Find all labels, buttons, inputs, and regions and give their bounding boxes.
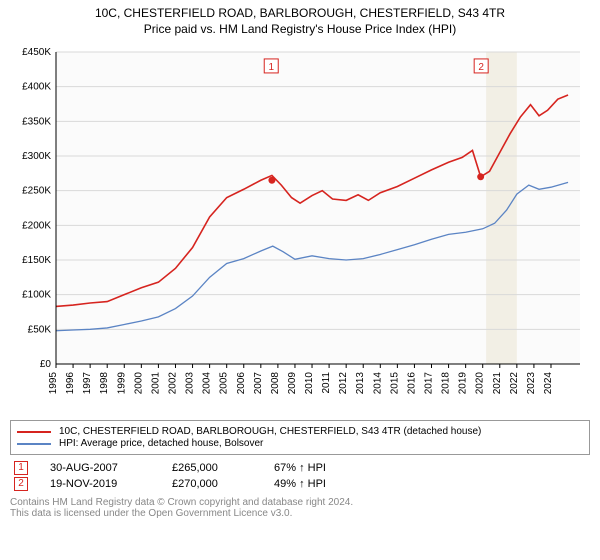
svg-text:2021: 2021 [492, 372, 503, 395]
svg-text:£150K: £150K [22, 255, 51, 266]
legend-row: 10C, CHESTERFIELD ROAD, BARLBOROUGH, CHE… [17, 426, 583, 437]
footer-line: This data is licensed under the Open Gov… [10, 508, 590, 519]
title-sub: Price paid vs. HM Land Registry's House … [10, 22, 590, 36]
title-main: 10C, CHESTERFIELD ROAD, BARLBOROUGH, CHE… [10, 6, 590, 20]
svg-text:2024: 2024 [543, 372, 554, 395]
chart-svg: £0 £50K £100K £150K £200K £250K £300K £350K £400… [10, 42, 590, 412]
svg-text:2023: 2023 [526, 372, 537, 395]
svg-text:1999: 1999 [116, 372, 127, 395]
legend-swatch [17, 443, 51, 445]
svg-text:£0: £0 [40, 359, 52, 370]
annotation-row: 2 19-NOV-2019 £270,000 49% ↑ HPI [14, 477, 590, 491]
svg-text:2014: 2014 [372, 372, 383, 395]
chart: £0 £50K £100K £150K £200K £250K £300K £350K £400… [10, 42, 590, 412]
svg-text:2000: 2000 [133, 372, 144, 395]
svg-text:2008: 2008 [270, 372, 281, 395]
svg-text:2002: 2002 [167, 372, 178, 395]
svg-text:2016: 2016 [406, 372, 417, 395]
svg-text:2006: 2006 [236, 372, 247, 395]
footer-line: Contains HM Land Registry data © Crown c… [10, 497, 590, 508]
svg-text:2003: 2003 [185, 372, 196, 395]
legend-swatch [17, 431, 51, 433]
svg-text:2019: 2019 [458, 372, 469, 395]
annotations: 1 30-AUG-2007 £265,000 67% ↑ HPI 2 19-NO… [10, 461, 590, 491]
svg-text:2018: 2018 [441, 372, 452, 395]
svg-text:£350K: £350K [22, 116, 51, 127]
svg-text:2022: 2022 [509, 372, 520, 395]
annotation-price: £265,000 [172, 462, 252, 474]
svg-text:1997: 1997 [82, 372, 93, 395]
annotation-marker-icon: 1 [14, 461, 28, 475]
annotation-row: 1 30-AUG-2007 £265,000 67% ↑ HPI [14, 461, 590, 475]
svg-text:2: 2 [478, 62, 484, 73]
annotation-date: 30-AUG-2007 [50, 462, 150, 474]
svg-text:2004: 2004 [202, 372, 213, 395]
svg-text:£400K: £400K [22, 82, 51, 93]
svg-text:2007: 2007 [253, 372, 264, 395]
svg-text:£250K: £250K [22, 186, 51, 197]
annotation-delta: 67% ↑ HPI [274, 462, 326, 474]
svg-text:2010: 2010 [304, 372, 315, 395]
svg-text:2017: 2017 [424, 372, 435, 395]
annotation-date: 19-NOV-2019 [50, 478, 150, 490]
legend-label: 10C, CHESTERFIELD ROAD, BARLBOROUGH, CHE… [59, 426, 481, 437]
svg-text:£100K: £100K [22, 290, 51, 301]
svg-text:1995: 1995 [48, 372, 59, 395]
titles: 10C, CHESTERFIELD ROAD, BARLBOROUGH, CHE… [10, 6, 590, 36]
svg-text:£200K: £200K [22, 220, 51, 231]
svg-text:1998: 1998 [99, 372, 110, 395]
svg-text:£50K: £50K [28, 324, 52, 335]
svg-text:2001: 2001 [150, 372, 161, 395]
legend-label: HPI: Average price, detached house, Bols… [59, 438, 263, 449]
svg-text:2005: 2005 [219, 372, 230, 395]
svg-text:2013: 2013 [355, 372, 366, 395]
svg-text:1: 1 [268, 62, 274, 73]
annotation-price: £270,000 [172, 478, 252, 490]
svg-text:2011: 2011 [321, 372, 332, 394]
svg-text:£450K: £450K [22, 47, 51, 58]
svg-text:2012: 2012 [338, 372, 349, 395]
annotation-delta: 49% ↑ HPI [274, 478, 326, 490]
chart-container: 10C, CHESTERFIELD ROAD, BARLBOROUGH, CHE… [0, 0, 600, 560]
svg-text:2009: 2009 [287, 372, 298, 395]
svg-text:1996: 1996 [65, 372, 76, 395]
footer: Contains HM Land Registry data © Crown c… [10, 497, 590, 519]
legend: 10C, CHESTERFIELD ROAD, BARLBOROUGH, CHE… [10, 420, 590, 455]
svg-text:2015: 2015 [389, 372, 400, 395]
legend-row: HPI: Average price, detached house, Bols… [17, 438, 583, 449]
svg-text:2020: 2020 [475, 372, 486, 395]
svg-text:£300K: £300K [22, 151, 51, 162]
annotation-marker-icon: 2 [14, 477, 28, 491]
